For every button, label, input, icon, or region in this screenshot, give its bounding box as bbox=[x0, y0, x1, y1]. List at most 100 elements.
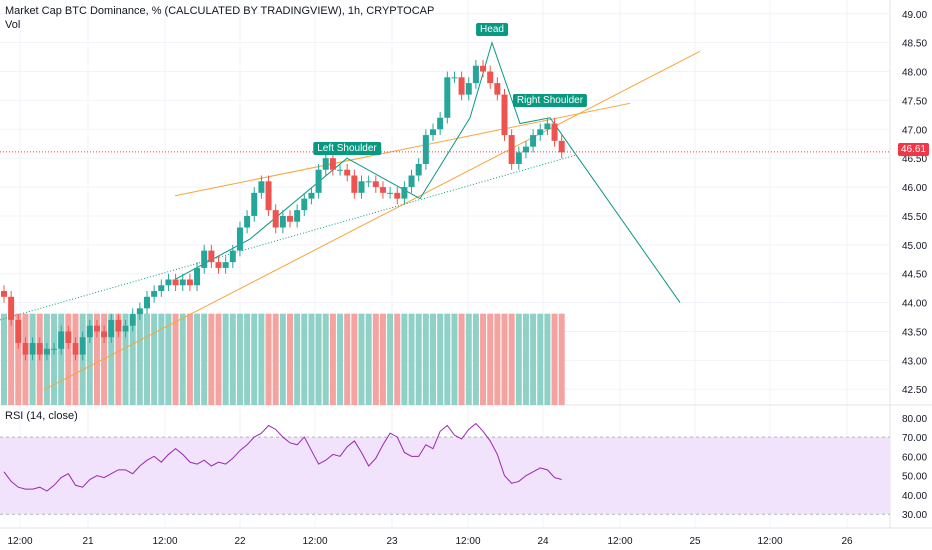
candle-body bbox=[415, 163, 422, 176]
candle-body bbox=[437, 117, 444, 130]
volume-bar bbox=[379, 313, 386, 405]
candle-body bbox=[79, 337, 86, 355]
candle-body bbox=[179, 279, 186, 286]
volume-bar bbox=[408, 313, 415, 405]
candle-body bbox=[551, 123, 558, 141]
candle-body bbox=[144, 296, 150, 309]
candle-body bbox=[165, 279, 172, 286]
candle-body bbox=[494, 83, 501, 95]
last-price-tag: 46.61 bbox=[897, 143, 929, 156]
time-tick-label: 12:00 bbox=[607, 536, 632, 547]
time-tick-label: 12:00 bbox=[152, 536, 177, 547]
candle-body bbox=[444, 77, 451, 118]
volume-bar bbox=[236, 313, 243, 405]
volume-bar bbox=[1, 313, 7, 405]
volume-bar bbox=[422, 313, 429, 405]
candle-body bbox=[379, 187, 386, 193]
candle-body bbox=[544, 123, 551, 130]
price-tick-label: 49.00 bbox=[902, 10, 927, 21]
candle-body bbox=[194, 267, 201, 286]
rsi-band bbox=[0, 437, 890, 515]
volume-bar bbox=[108, 313, 115, 405]
chart-title: Market Cap BTC Dominance, % (CALCULATED … bbox=[5, 5, 435, 17]
candle-body bbox=[201, 250, 208, 268]
head-label: Head bbox=[476, 23, 508, 36]
volume-bar bbox=[329, 313, 336, 405]
candle-body bbox=[8, 296, 15, 320]
candle-body bbox=[458, 77, 465, 95]
volume-bar bbox=[222, 313, 229, 405]
candle-body bbox=[387, 192, 394, 194]
candle-body bbox=[337, 169, 344, 171]
neckline bbox=[0, 154, 576, 321]
volume-bar bbox=[465, 313, 472, 405]
candle-body bbox=[22, 343, 29, 355]
rsi-label: RSI (14, close) bbox=[5, 410, 78, 422]
candle-body bbox=[372, 181, 379, 188]
volume-bar bbox=[544, 313, 551, 405]
volume-bar bbox=[86, 313, 93, 405]
volume-bar bbox=[158, 313, 165, 405]
candle-body bbox=[301, 198, 308, 211]
price-tick-label: 45.50 bbox=[902, 212, 927, 223]
volume-bar bbox=[451, 313, 458, 405]
candle-body bbox=[358, 181, 365, 193]
volume-bar bbox=[122, 313, 129, 405]
volume-bar bbox=[444, 313, 451, 405]
candle-body bbox=[265, 181, 272, 211]
volume-bar bbox=[480, 313, 487, 405]
volume-bar bbox=[558, 313, 565, 405]
candle-body bbox=[430, 129, 436, 136]
volume-bar bbox=[551, 313, 558, 405]
volume-bar bbox=[301, 313, 308, 405]
volume-bar bbox=[151, 313, 158, 405]
rsi-tick-label: 70.00 bbox=[902, 433, 927, 444]
volume-bar bbox=[165, 313, 172, 405]
price-tick-label: 45.00 bbox=[902, 241, 927, 252]
volume-bar bbox=[65, 313, 72, 405]
time-tick-label: 12:00 bbox=[757, 536, 782, 547]
candle-body bbox=[522, 146, 529, 153]
volume-bar bbox=[244, 313, 251, 405]
volume-bar bbox=[272, 313, 279, 405]
candle-body bbox=[244, 215, 251, 228]
time-tick-label: 21 bbox=[82, 536, 94, 547]
volume-bar bbox=[401, 313, 408, 405]
candle-body bbox=[101, 331, 108, 338]
candle-body bbox=[422, 135, 429, 164]
candle-body bbox=[322, 158, 329, 170]
candle-body bbox=[515, 152, 522, 164]
volume-bar bbox=[287, 313, 293, 405]
volume-bar bbox=[208, 313, 215, 405]
volume-bar bbox=[58, 313, 65, 405]
candle-body bbox=[172, 279, 179, 286]
candle-body bbox=[36, 343, 43, 355]
candle-body bbox=[508, 135, 515, 164]
candle-body bbox=[329, 158, 336, 170]
candle-body bbox=[451, 77, 458, 79]
price-tick-label: 42.50 bbox=[902, 385, 927, 396]
candle-body bbox=[186, 279, 193, 286]
candle-body bbox=[530, 135, 537, 147]
candle-body bbox=[480, 65, 487, 72]
volume-bar bbox=[251, 313, 258, 405]
candle-body bbox=[222, 262, 229, 268]
price-tick-label: 48.50 bbox=[902, 39, 927, 50]
right-shoulder-label: Right Shoulder bbox=[512, 94, 588, 107]
lower-trendline bbox=[44, 50, 701, 390]
volume-bar bbox=[265, 313, 272, 405]
volume-bar bbox=[494, 313, 501, 405]
rsi-tick-label: 80.00 bbox=[902, 414, 927, 425]
candle-body bbox=[129, 314, 136, 326]
volume-bar bbox=[394, 313, 401, 405]
volume-bar bbox=[144, 313, 150, 405]
candle-body bbox=[558, 140, 565, 153]
candle-body bbox=[236, 227, 243, 251]
time-tick-label: 12:00 bbox=[302, 536, 327, 547]
candle-body bbox=[472, 65, 479, 84]
volume-bar bbox=[472, 313, 479, 405]
price-tick-label: 47.50 bbox=[902, 96, 927, 107]
candle-body bbox=[501, 94, 508, 136]
candle-body bbox=[15, 319, 22, 344]
